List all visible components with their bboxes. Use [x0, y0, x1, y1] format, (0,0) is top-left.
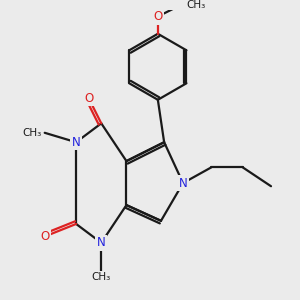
Text: O: O	[40, 230, 49, 243]
Text: CH₃: CH₃	[186, 1, 206, 10]
Text: O: O	[153, 10, 163, 23]
Text: CH₃: CH₃	[92, 272, 111, 282]
Text: CH₃: CH₃	[22, 128, 42, 138]
Text: N: N	[72, 136, 80, 149]
Text: N: N	[178, 177, 188, 190]
Text: N: N	[97, 236, 106, 249]
Text: O: O	[84, 92, 93, 105]
